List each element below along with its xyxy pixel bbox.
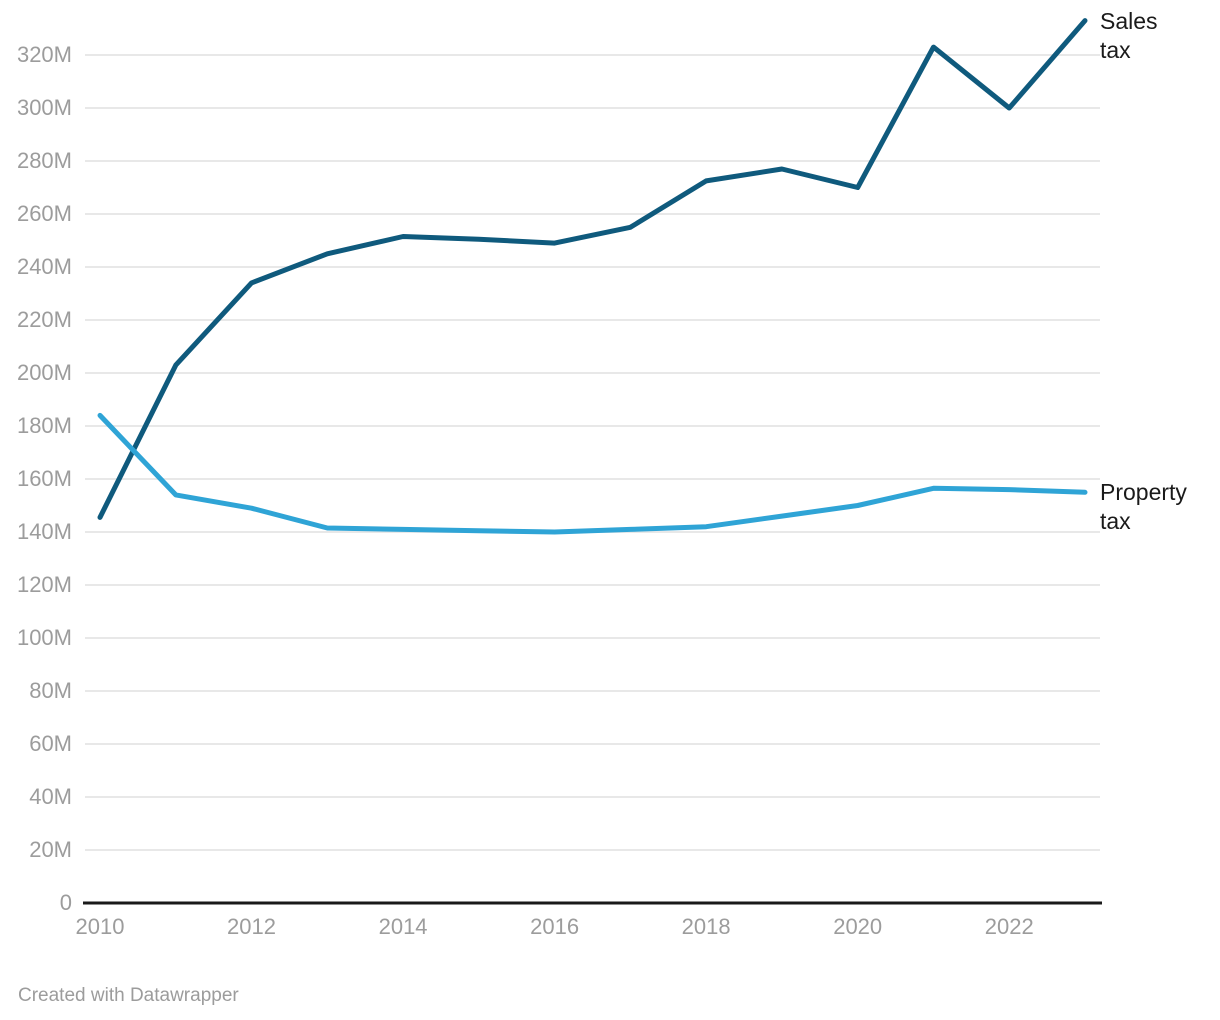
y-axis-tick-label: 20M <box>29 837 72 862</box>
x-axis-tick-label: 2010 <box>75 914 125 939</box>
y-axis-tick-label: 160M <box>16 466 72 491</box>
y-axis-tick-label: 280M <box>16 148 72 173</box>
y-axis-tick-label: 200M <box>16 360 72 385</box>
y-axis-tick-label: 260M <box>16 201 72 226</box>
y-axis-tick-label: 320M <box>16 42 72 67</box>
y-axis-tick-label: 60M <box>29 731 72 756</box>
sales-tax-label: Sales tax <box>1100 7 1158 63</box>
y-axis-tick-label: 180M <box>16 413 72 438</box>
property-tax-label: Property tax <box>1100 479 1187 535</box>
y-axis-tick-label: 40M <box>29 784 72 809</box>
sales-tax-line <box>97 18 1088 520</box>
x-axis-tick-label: 2022 <box>984 914 1034 939</box>
y-axis-tick-label: 80M <box>29 678 72 703</box>
attribution-text: Created with Datawrapper <box>18 985 239 1006</box>
x-axis-tick-label: 2016 <box>530 914 580 939</box>
x-axis-tick-label: 2014 <box>378 914 428 939</box>
property-tax-line <box>97 412 1088 535</box>
y-axis-tick-label: 300M <box>16 95 72 120</box>
y-axis-tick-label: 120M <box>16 572 72 597</box>
y-axis-tick-label: 220M <box>16 307 72 332</box>
y-axis-tick-label: 140M <box>16 519 72 544</box>
y-axis-tick-label: 100M <box>16 625 72 650</box>
y-axis-tick-label: 0 <box>59 890 72 915</box>
y-axis-tick-label: 240M <box>16 254 72 279</box>
x-axis-tick-label: 2012 <box>227 914 276 939</box>
x-axis-tick-label: 2020 <box>833 914 883 939</box>
x-axis-tick-label: 2018 <box>681 914 731 939</box>
